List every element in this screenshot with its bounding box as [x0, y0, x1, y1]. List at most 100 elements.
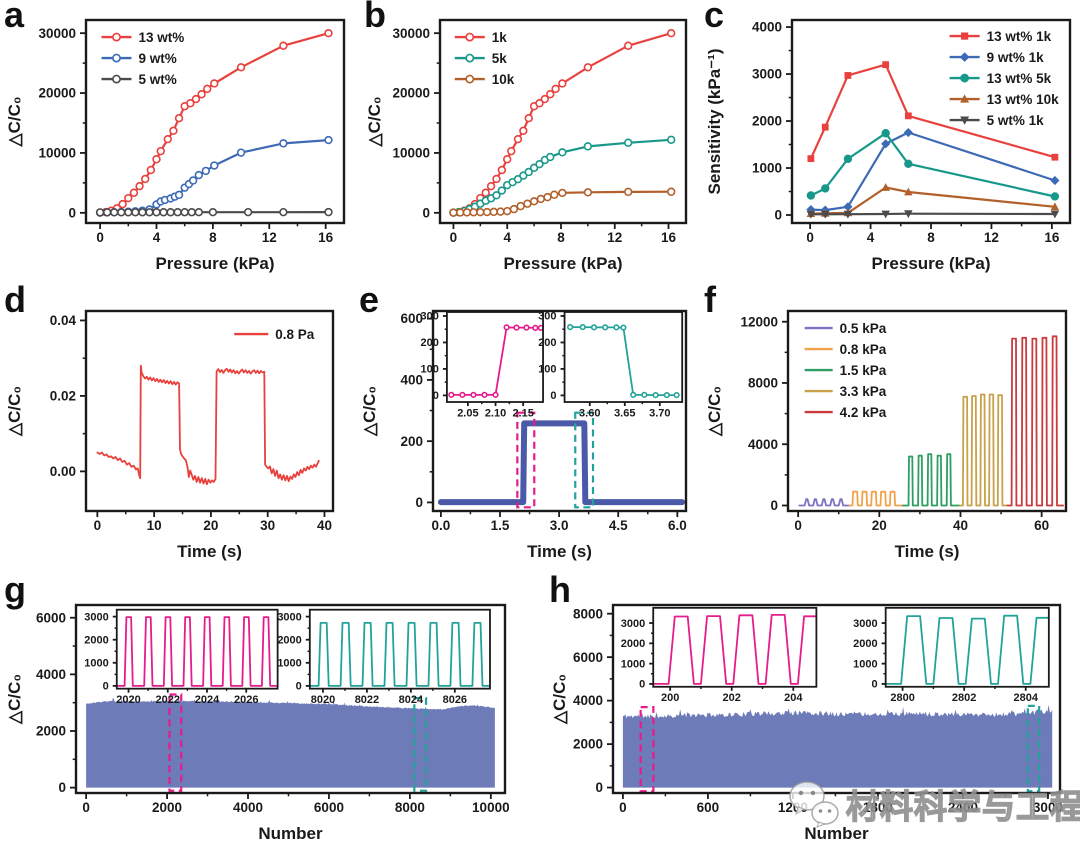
svg-text:2000: 2000	[573, 737, 603, 752]
svg-text:16: 16	[661, 230, 677, 245]
svg-text:1k: 1k	[492, 30, 508, 45]
svg-text:0: 0	[595, 780, 603, 795]
svg-text:8024: 8024	[399, 694, 424, 706]
svg-text:Time (s): Time (s)	[895, 542, 960, 561]
svg-text:0.5 kPa: 0.5 kPa	[840, 321, 887, 336]
svg-text:9 wt% 1k: 9 wt% 1k	[987, 50, 1045, 65]
svg-text:1000: 1000	[277, 658, 301, 670]
svg-text:1000: 1000	[752, 161, 782, 176]
svg-text:1000: 1000	[84, 658, 108, 670]
chart-h-durability-3000: 0 600 1200 1800 2400 300002000400060008000Num…	[550, 603, 1063, 843]
svg-text:0: 0	[58, 780, 66, 795]
panel-e-letter: e	[359, 279, 380, 320]
svg-text:0: 0	[422, 205, 430, 220]
svg-text:20: 20	[203, 518, 218, 533]
svg-text:20000: 20000	[38, 86, 76, 101]
panel-d-letter: d	[4, 279, 26, 320]
svg-text:3.3 kPa: 3.3 kPa	[840, 384, 887, 399]
svg-text:4: 4	[503, 230, 511, 245]
svg-text:8: 8	[209, 230, 217, 245]
svg-text:0: 0	[806, 230, 814, 245]
svg-text:0: 0	[433, 390, 439, 402]
svg-text:400: 400	[400, 373, 423, 388]
svg-text:200: 200	[538, 337, 556, 349]
svg-text:600: 600	[697, 800, 720, 815]
svg-text:0: 0	[103, 681, 109, 693]
svg-text:0: 0	[94, 518, 102, 533]
svg-text:0: 0	[872, 679, 878, 691]
svg-text:0.0: 0.0	[431, 518, 450, 533]
svg-text:200: 200	[421, 337, 439, 349]
svg-text:8: 8	[557, 230, 565, 245]
svg-text:8000: 8000	[395, 800, 425, 815]
svg-text:8000: 8000	[748, 376, 778, 391]
svg-text:△C/C₀: △C/C₀	[550, 674, 569, 725]
svg-text:6000: 6000	[314, 800, 344, 815]
watermark: 材料科学与工程	[788, 780, 1080, 828]
svg-text:Sensitivity (kPa⁻¹): Sensitivity (kPa⁻¹)	[705, 49, 724, 195]
svg-text:△C/C₀: △C/C₀	[705, 386, 724, 437]
svg-text:Time (s): Time (s)	[527, 542, 592, 561]
svg-text:5 wt% 1k: 5 wt% 1k	[987, 113, 1045, 128]
svg-text:16: 16	[318, 230, 334, 245]
svg-text:1.5: 1.5	[491, 518, 510, 533]
svg-text:13 wt% 5k: 13 wt% 5k	[987, 71, 1052, 86]
svg-text:300: 300	[421, 311, 439, 323]
svg-text:100: 100	[421, 364, 439, 376]
panel-h-letter: h	[549, 569, 571, 610]
svg-text:10000: 10000	[392, 146, 430, 161]
svg-text:0: 0	[639, 679, 645, 691]
svg-text:Number: Number	[258, 824, 323, 843]
svg-text:3000: 3000	[84, 611, 108, 623]
svg-text:8026: 8026	[443, 694, 467, 706]
panel-e: e 0.0 1.5 3.0 4.5 6.0 0 200 400 600 Time (s) △C/C₀…	[355, 279, 700, 575]
svg-text:4000: 4000	[748, 437, 778, 452]
svg-text:600: 600	[400, 311, 423, 326]
svg-text:4000: 4000	[573, 693, 603, 708]
svg-text:3.70: 3.70	[649, 407, 670, 419]
svg-text:Number: Number	[804, 824, 869, 843]
svg-text:△C/C₀: △C/C₀	[365, 96, 384, 147]
svg-text:202: 202	[723, 692, 741, 704]
chart-a-pressure-response: 0 4 8 12 16 0 10000 20000 30000 13 wt% 9 wt% 5 wt% P…	[5, 18, 346, 273]
svg-text:1000: 1000	[853, 658, 877, 670]
svg-text:10000: 10000	[38, 146, 76, 161]
svg-text:4.5: 4.5	[609, 518, 628, 533]
svg-text:30000: 30000	[38, 26, 76, 41]
svg-text:4000: 4000	[752, 20, 782, 35]
svg-text:12: 12	[984, 230, 999, 245]
svg-text:0: 0	[550, 390, 556, 402]
svg-text:5k: 5k	[492, 51, 508, 66]
svg-text:0: 0	[68, 205, 76, 220]
panel-c: c 0 4 8 12 16 0 1000 2000 3000 4000 13 wt% 1k 9 wt%…	[700, 0, 1080, 285]
svg-text:0.02: 0.02	[50, 388, 76, 403]
svg-text:3000: 3000	[277, 611, 301, 623]
svg-text:200: 200	[400, 434, 423, 449]
svg-text:0: 0	[415, 495, 423, 510]
svg-text:2024: 2024	[195, 694, 220, 706]
chart-g-durability-10000: 0 2000 4000 6000 8000 100000200040006000Numbe…	[5, 603, 510, 843]
svg-text:0: 0	[774, 208, 782, 223]
svg-text:204: 204	[784, 692, 803, 704]
svg-text:0.00: 0.00	[50, 464, 76, 479]
panel-a-letter: a	[4, 0, 25, 35]
svg-text:10: 10	[147, 518, 162, 533]
svg-text:30: 30	[260, 518, 275, 533]
wechat-logo-icon	[789, 781, 839, 828]
panel-f-letter: f	[704, 279, 716, 320]
panel-h: h 0 600 1200 1800 2400 3000 0 2000 4000 6000 8000 N…	[545, 569, 1080, 867]
svg-text:0.8 Pa: 0.8 Pa	[275, 327, 315, 342]
chart-e-response-time: 0.0 1.5 3.0 4.5 6.0 0 200 400 600 Time (s) △C/C₀ 2.…	[360, 309, 688, 561]
svg-text:3.60: 3.60	[579, 407, 600, 419]
svg-text:10k: 10k	[492, 72, 515, 87]
svg-text:2.15: 2.15	[512, 407, 533, 419]
svg-text:6000: 6000	[573, 650, 603, 665]
svg-text:1000: 1000	[621, 658, 645, 670]
svg-text:40: 40	[317, 518, 332, 533]
svg-text:100: 100	[538, 364, 556, 376]
svg-text:△C/C₀: △C/C₀	[5, 674, 24, 725]
svg-text:3000: 3000	[1033, 800, 1063, 815]
svg-text:△C/C₀: △C/C₀	[360, 386, 379, 437]
svg-text:3.0: 3.0	[550, 518, 569, 533]
